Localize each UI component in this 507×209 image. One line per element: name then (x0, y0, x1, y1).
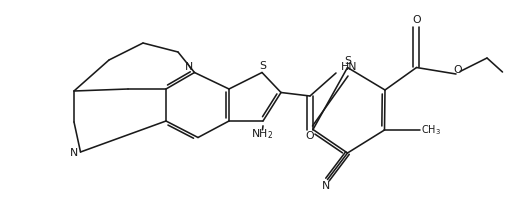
Text: S: S (259, 61, 266, 71)
Text: S: S (344, 56, 351, 66)
Text: N: N (70, 148, 78, 158)
Text: O: O (412, 15, 421, 25)
Text: O: O (306, 131, 314, 141)
Text: N: N (322, 181, 331, 191)
Text: CH$_3$: CH$_3$ (421, 123, 442, 137)
Text: NH$_2$: NH$_2$ (251, 128, 273, 141)
Text: HN: HN (341, 62, 357, 73)
Text: N: N (185, 62, 193, 73)
Text: O: O (453, 65, 462, 75)
